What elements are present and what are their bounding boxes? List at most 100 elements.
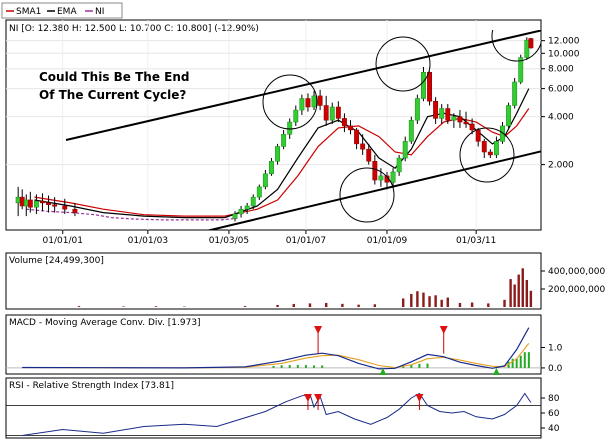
volume-header: Volume [24,499,300]: [9, 256, 104, 266]
macd-histogram-bar: [511, 358, 514, 368]
volume-bar: [401, 298, 405, 307]
rsi-sell-marker: [303, 394, 312, 402]
candle-up: [238, 208, 244, 215]
candlesticks: [15, 37, 534, 222]
price-y-tick-label: 8.000: [548, 65, 574, 75]
candle-up: [329, 106, 335, 121]
candle-up: [500, 125, 505, 142]
candle-up: [421, 72, 426, 99]
channel-upper-line: [65, 30, 541, 141]
candle-up: [33, 200, 39, 208]
volume-bar: [422, 292, 425, 307]
rsi-panel-frame: [5, 377, 542, 439]
candle-up: [414, 98, 420, 121]
price-gridlines: [6, 20, 541, 230]
macd-y-axis: 1.0 0.0: [541, 343, 563, 374]
candle-down: [427, 72, 432, 102]
rsi-line: [22, 392, 532, 436]
highlight-circles: [262, 30, 541, 223]
volume-bar: [373, 304, 377, 307]
macd-histogram-bar: [296, 365, 299, 368]
volume-bar: [154, 306, 158, 307]
candle-down: [317, 95, 323, 106]
candle-up: [244, 205, 250, 210]
volume-y-tick-label: 400,000,000: [548, 267, 606, 277]
candle-down: [19, 196, 25, 207]
candle-down: [366, 148, 372, 162]
price-y-tick-label: 10.000: [548, 49, 580, 59]
circle-top-2007: [262, 74, 318, 130]
macd-sell-marker: [439, 326, 448, 334]
candle-down: [372, 160, 378, 181]
macd-histogram-bar: [515, 358, 518, 368]
macd-y-tick-label: 0.0: [548, 364, 563, 374]
trend-channel: [65, 30, 541, 230]
rsi-sell-marker: [415, 394, 424, 402]
macd-histogram-bar: [410, 364, 413, 368]
macd-y-tick-label: 1.0: [548, 343, 563, 353]
x-tick-label: 01/01/03: [128, 236, 168, 246]
rsi-plot: [6, 392, 541, 436]
candle-down: [481, 141, 487, 153]
candle-up: [275, 146, 281, 162]
legend-box: [1, 2, 123, 19]
candle-down: [475, 129, 481, 142]
rsi-y-axis: 80 60 40: [541, 394, 560, 434]
legend-ni: NI: [95, 7, 104, 17]
candle-up: [269, 160, 274, 175]
x-axis: 01/01/01 01/01/03 01/03/05 01/01/07 01/01/09…: [43, 230, 496, 246]
annotation-line-2: Of The Current Cycle?: [39, 88, 186, 102]
candle-down: [469, 123, 475, 131]
candle-down: [27, 199, 33, 208]
candle-down: [457, 116, 463, 123]
rsi-panel: RSI - Relative Strength Index [73.81] 80…: [5, 377, 560, 439]
legend-ema: EMA: [57, 7, 77, 17]
rsi-y-tick-label: 40: [548, 424, 560, 434]
candle-up: [15, 196, 21, 204]
candle-up: [232, 213, 238, 219]
candle-up: [311, 95, 317, 108]
macd-histogram-bar: [313, 365, 316, 368]
candle-down: [354, 129, 360, 145]
macd-plot: [6, 326, 541, 375]
candle-up: [390, 171, 396, 183]
volume-bar: [446, 297, 449, 307]
circle-bottom-2011: [459, 127, 515, 183]
candle-up: [287, 121, 293, 135]
volume-bar: [428, 296, 431, 307]
candle-down: [463, 121, 469, 125]
macd-histogram-bar: [288, 365, 291, 368]
candle-up: [396, 157, 402, 173]
candle-up: [518, 57, 524, 83]
volume-bar: [517, 274, 520, 307]
price-header: NI [O: 12.380 H: 12.500 L: 10.700 C: 10.…: [9, 24, 259, 34]
volume-bar: [324, 302, 328, 307]
macd-header: MACD - Moving Average Conv. Div. [1.973]: [9, 318, 201, 328]
macd-buy-marker: [379, 368, 387, 375]
series-line-ni: [26, 208, 238, 221]
candle-down: [487, 151, 493, 156]
x-tick-label: 01/01/01: [43, 236, 83, 246]
rsi-y-tick-label: 80: [548, 394, 560, 404]
legend: SMA1 EMA NI: [1, 2, 123, 19]
candle-down: [62, 205, 68, 210]
macd-histogram-bar: [527, 352, 530, 368]
candle-down: [40, 200, 45, 204]
volume-bar: [529, 290, 533, 307]
candle-down: [341, 118, 347, 127]
legend-sma1: SMA1: [16, 7, 41, 17]
candle-up: [262, 173, 268, 188]
candle-down: [72, 208, 78, 213]
macd-histogram-bar: [418, 363, 421, 368]
volume-bar: [416, 291, 419, 307]
candle-down: [335, 106, 341, 119]
candle-down: [305, 98, 311, 108]
macd-histogram-bar: [507, 361, 510, 368]
volume-bar: [122, 306, 125, 307]
macd-histogram-bar: [426, 363, 429, 368]
volume-bar: [525, 280, 529, 307]
candle-up: [493, 141, 499, 156]
candle-up: [506, 105, 512, 127]
annotation-line-1: Could This Be The End: [39, 70, 189, 84]
macd-panel-frame: [5, 314, 542, 375]
